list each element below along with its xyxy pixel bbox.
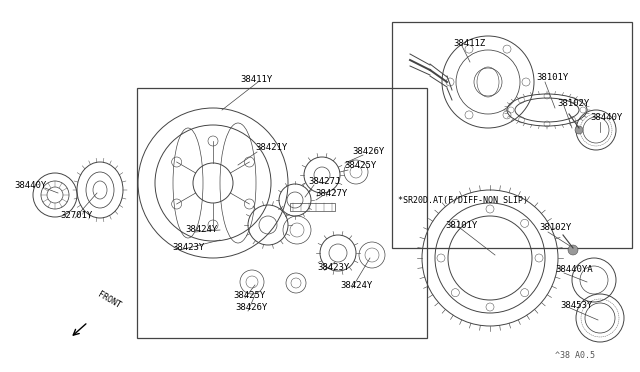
Text: 38101Y: 38101Y (445, 221, 477, 230)
Text: 38423Y: 38423Y (317, 263, 349, 273)
Text: 38453Y: 38453Y (560, 301, 592, 310)
Text: 38440Y: 38440Y (14, 180, 46, 189)
Text: 38426Y: 38426Y (235, 304, 268, 312)
Text: FRONT: FRONT (96, 290, 122, 310)
Text: ^38 A0.5: ^38 A0.5 (555, 350, 595, 359)
Circle shape (575, 126, 583, 134)
Text: 38101Y: 38101Y (536, 74, 568, 83)
Text: 38425Y: 38425Y (344, 161, 376, 170)
Text: 38440Y: 38440Y (590, 113, 622, 122)
Text: 38423Y: 38423Y (172, 244, 204, 253)
Bar (392, 22, 632, 248)
Bar (290, 203, 335, 211)
Text: 32701Y: 32701Y (60, 211, 92, 219)
Text: 38427Y: 38427Y (315, 189, 348, 198)
Text: 38426Y: 38426Y (352, 147, 384, 155)
Circle shape (568, 245, 578, 255)
Bar (137, 88, 427, 338)
Text: 38424Y: 38424Y (185, 225, 217, 234)
Text: 38102Y: 38102Y (539, 224, 572, 232)
Text: 38424Y: 38424Y (340, 282, 372, 291)
Text: 38411Z: 38411Z (453, 38, 485, 48)
Text: 38440YA: 38440YA (555, 266, 593, 275)
Text: 38102Y: 38102Y (557, 99, 589, 108)
Text: 38427J: 38427J (308, 177, 340, 186)
Text: 38421Y: 38421Y (255, 144, 287, 153)
Text: 38425Y: 38425Y (233, 292, 265, 301)
Text: *SR20D.AT(F/DIFF-NON SLIP): *SR20D.AT(F/DIFF-NON SLIP) (398, 196, 528, 205)
Text: 38411Y: 38411Y (240, 76, 272, 84)
